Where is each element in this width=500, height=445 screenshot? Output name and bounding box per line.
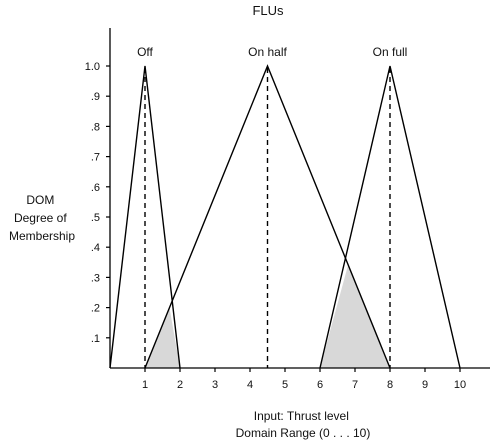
y-tick-label: 1.0 [85,61,100,73]
x-ticks: 1 2 3 4 5 6 7 8 9 10 [142,368,466,391]
x-tick-label: 2 [177,379,183,391]
triangle-on-half [144,64,391,369]
y-tick-label: .6 [91,182,100,194]
x-tick-label: 8 [387,379,393,391]
y-axis-label: DOM Degree of Membership [9,193,75,243]
x-tick-label: 4 [247,379,253,391]
y-tick-label: .9 [91,91,100,103]
y-axis-label-line-1: DOM [26,193,54,207]
shaded-region-2 [320,265,390,368]
x-tick-label: 3 [212,379,218,391]
series-label-on-full: On full [373,45,408,59]
x-axis-label: Input: Thrust level Domain Range (0 . . … [236,409,371,440]
y-axis-label-line-2: Degree of [14,211,67,225]
x-tick-label: 5 [282,379,288,391]
y-tick-label: .7 [91,152,100,164]
y-axis-label-line-3: Membership [9,229,75,243]
y-ticks: .1 .2 .3 .4 .5 .6 .7 .8 .9 1.0 [85,61,110,345]
chart-title: FLUs [252,3,284,18]
series-label-on-half: On half [248,45,287,59]
shaded-region-1 [145,307,180,368]
x-tick-label: 7 [352,379,358,391]
y-tick-label: .2 [91,303,100,315]
x-tick-label: 1 [142,379,148,391]
x-axis-label-line-1: Input: Thrust level [254,409,349,423]
series-label-off: Off [137,45,153,59]
y-tick-label: .5 [91,212,100,224]
shaded-regions [145,265,390,368]
y-tick-label: .8 [91,121,100,133]
membership-triangles [109,64,461,369]
y-tick-label: .1 [91,333,100,345]
peak-markers [144,68,391,368]
y-tick-label: .4 [91,242,100,254]
x-tick-label: 9 [422,379,428,391]
x-tick-label: 10 [454,379,466,391]
x-tick-label: 6 [317,379,323,391]
triangle-off [109,65,181,369]
series-labels: Off On half On full [137,45,407,59]
triangle-on-full [319,65,461,369]
x-axis-label-line-2: Domain Range (0 . . . 10) [236,426,371,440]
y-tick-label: .3 [91,272,100,284]
